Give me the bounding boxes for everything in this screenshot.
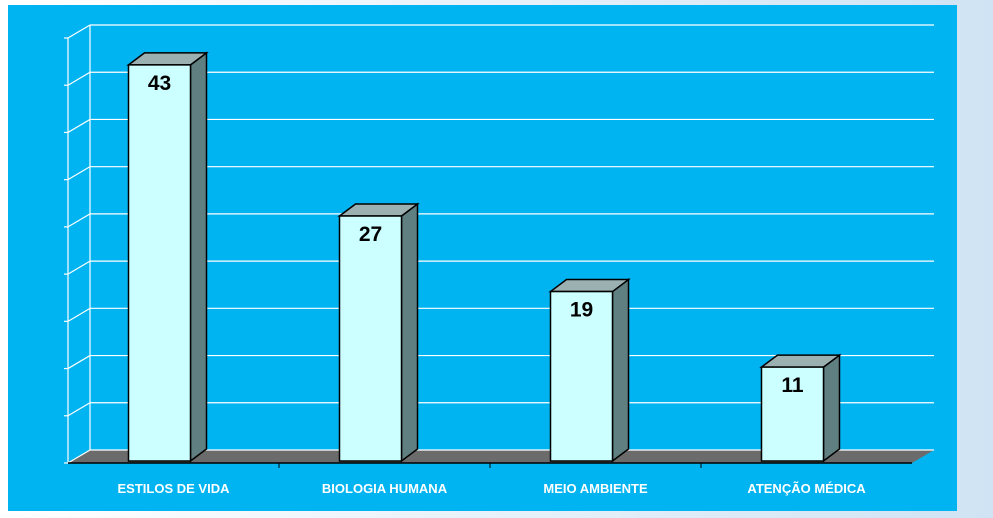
bar [760, 366, 825, 462]
category-label: BIOLOGIA HUMANA [322, 481, 448, 496]
gridline-side [67, 260, 91, 275]
bar [549, 290, 614, 462]
gridline-side [67, 402, 91, 417]
gridline-side [67, 166, 91, 181]
bar [127, 64, 192, 462]
bar-side [822, 353, 841, 463]
category-label: MEIO AMBIENTE [543, 481, 648, 496]
data-label: 43 [148, 72, 171, 95]
gridline-side [67, 355, 91, 370]
gridline-side [67, 118, 91, 133]
bar-side [400, 202, 419, 463]
data-label: 27 [359, 223, 382, 246]
gridline-side [67, 307, 91, 322]
gridline-side [67, 449, 91, 464]
chart-floor [68, 450, 934, 463]
data-label: 19 [570, 299, 593, 322]
bar-side [611, 278, 630, 463]
data-label: 11 [781, 374, 804, 397]
bar [338, 215, 403, 462]
category-label: ATENÇÃO MÉDICA [747, 481, 866, 496]
gridline-side [67, 213, 91, 228]
bar-side [189, 51, 208, 463]
gridline-side [67, 24, 91, 39]
category-label: ESTILOS DE VIDA [118, 481, 231, 496]
gridline-side [67, 71, 91, 86]
